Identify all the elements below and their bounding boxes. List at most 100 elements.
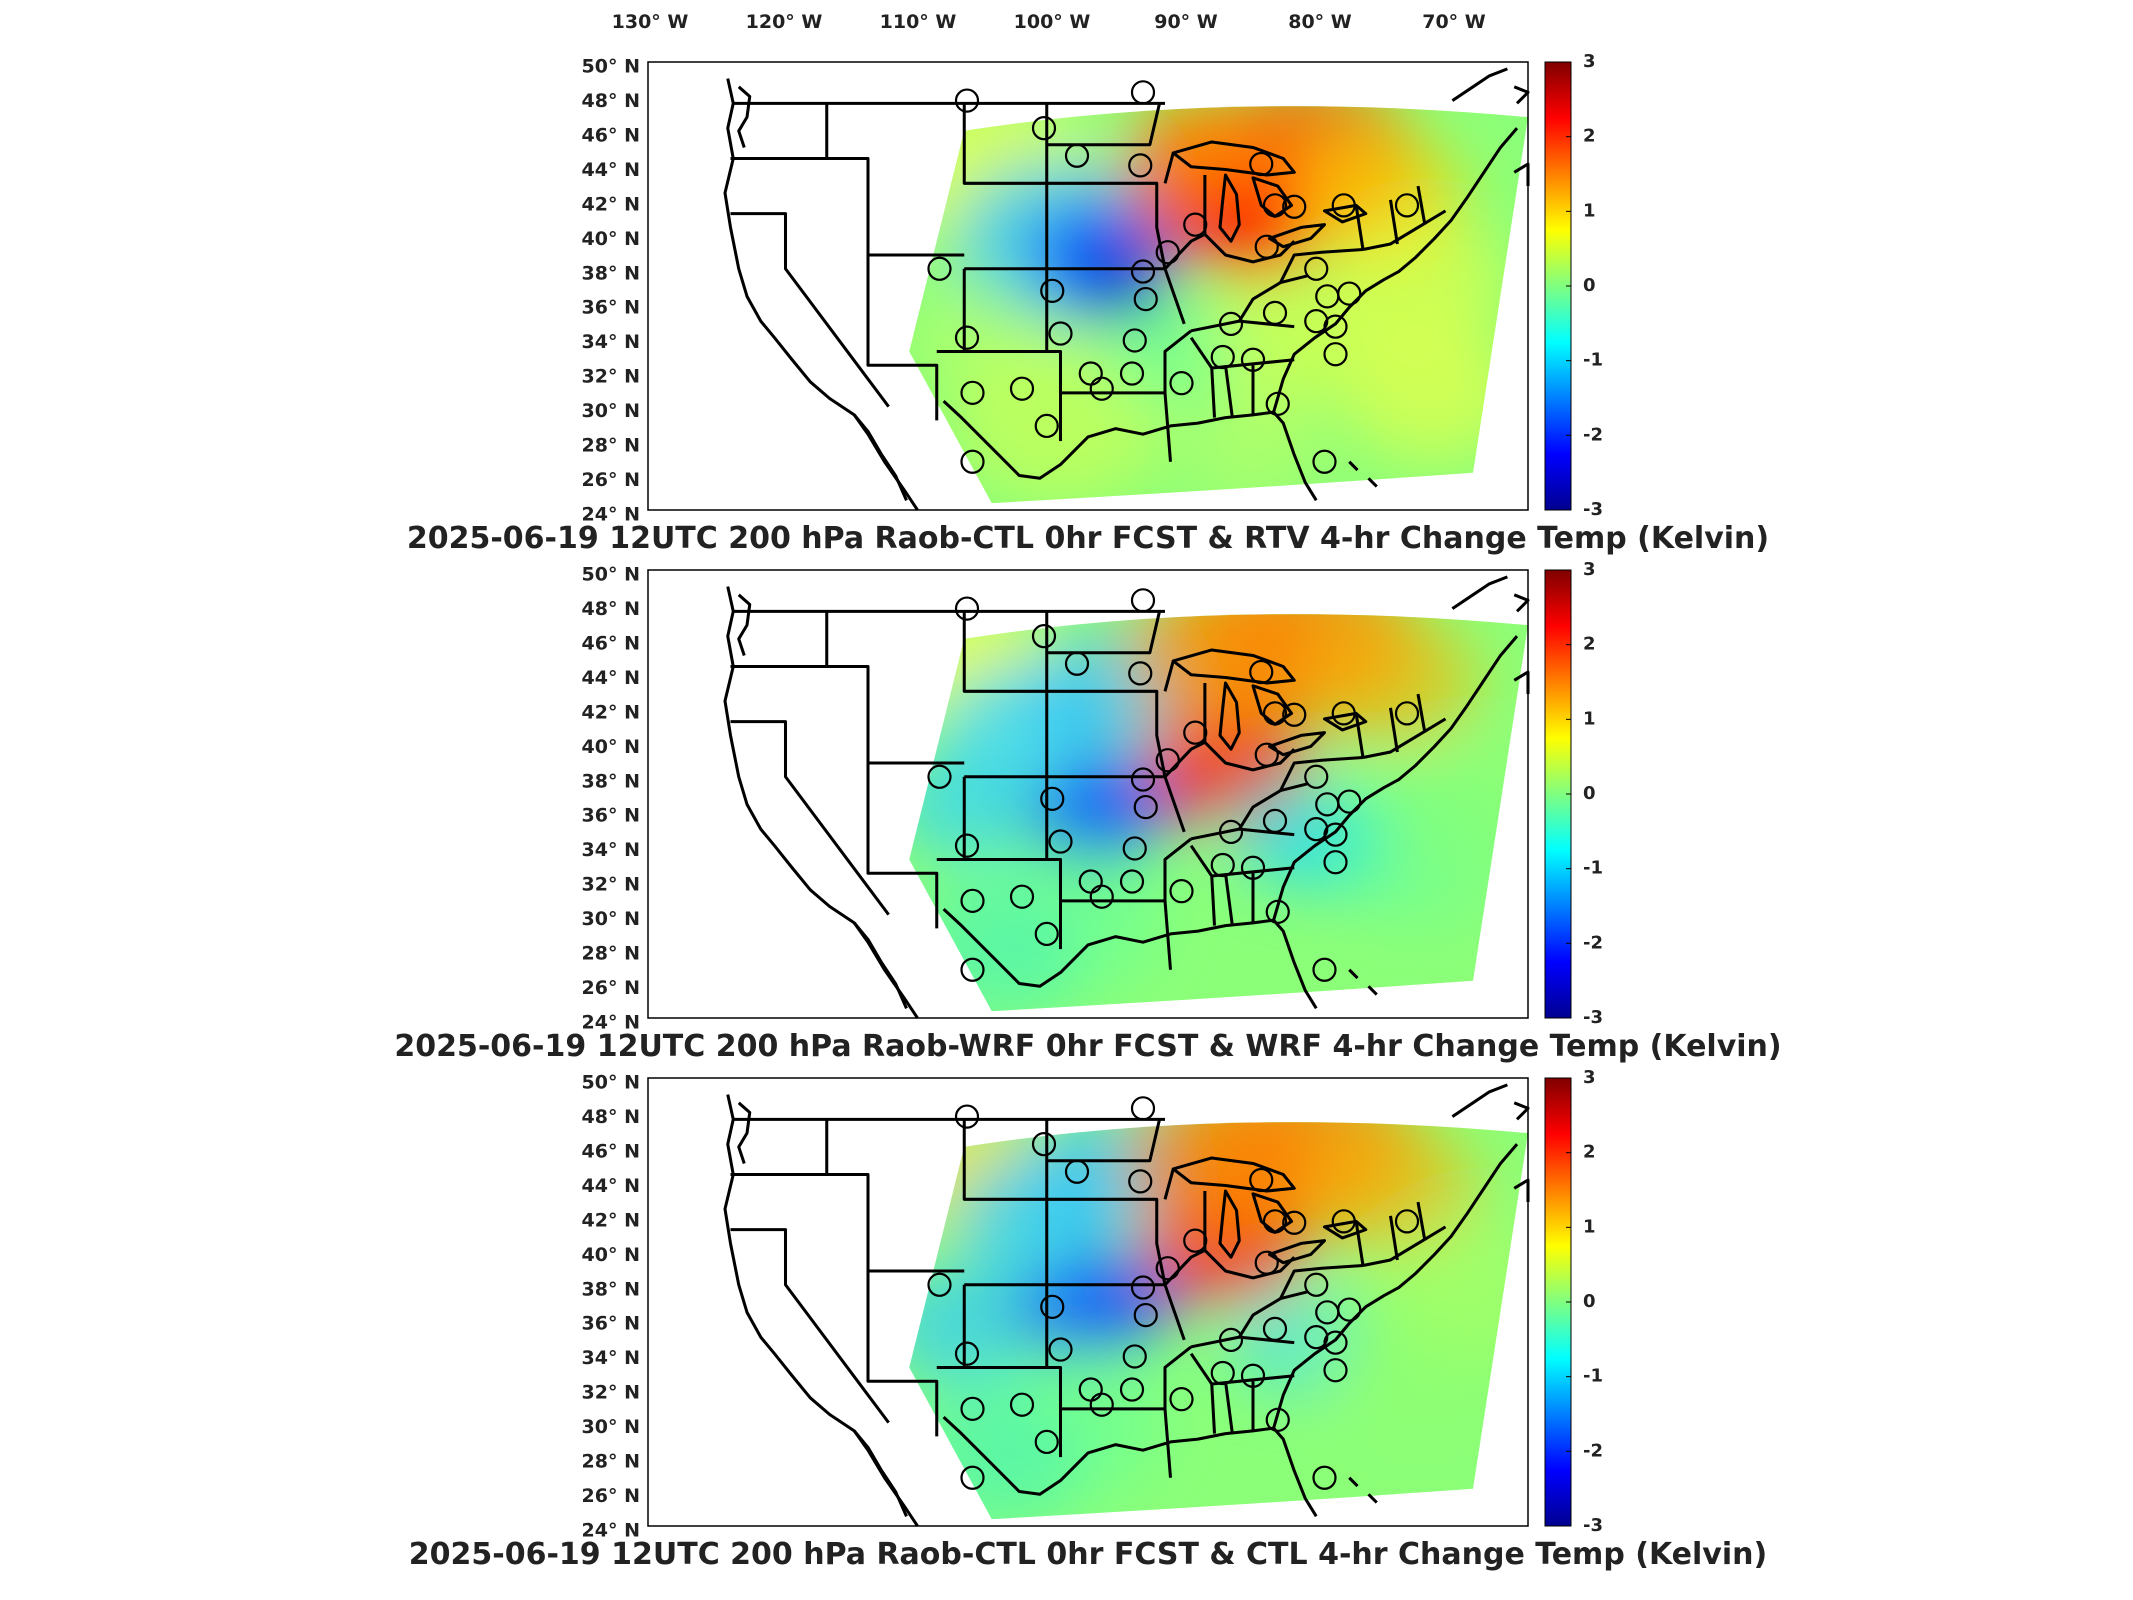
raob-station-marker	[1169, 879, 1194, 904]
lat-tick-label: 44° N	[582, 1175, 640, 1197]
lat-tick-label: 36° N	[582, 805, 640, 827]
raob-station-marker	[1128, 661, 1153, 686]
raob-station-marker	[1210, 1360, 1235, 1386]
colorbar-tick-label: 3	[1583, 51, 1596, 72]
raob-station-marker	[1331, 193, 1356, 218]
raob-station-marker	[960, 957, 985, 982]
raob-station-marker	[1262, 1316, 1288, 1342]
raob-station-marker	[1304, 309, 1329, 334]
raob-station-marker	[1155, 748, 1180, 773]
lat-tick-label: 38° N	[582, 262, 640, 284]
colorbar-tick-label: 3	[1583, 559, 1596, 580]
lat-tick-label: 46° N	[582, 1140, 640, 1162]
colorbar-tick-label: 0	[1583, 1291, 1596, 1312]
colorbar-tick-label: 0	[1583, 783, 1596, 804]
lat-tick-label: 38° N	[582, 770, 640, 792]
raob-station-marker	[1304, 817, 1329, 842]
lat-tick-label: 34° N	[582, 839, 640, 861]
raob-station-marker	[1331, 1209, 1356, 1234]
raob-station-marker	[1128, 153, 1153, 178]
raob-station-marker	[960, 1396, 985, 1421]
raob-station-marker	[1304, 1325, 1329, 1350]
raob-station-marker	[1009, 1392, 1035, 1417]
raob-station-marker	[1133, 1302, 1158, 1328]
lat-tick-label: 50° N	[582, 1072, 640, 1094]
lat-tick-label: 48° N	[582, 90, 640, 112]
raob-station-marker	[954, 596, 980, 621]
raob-station-marker	[1122, 1344, 1147, 1369]
lon-tick-label: 130° W	[612, 11, 689, 33]
lat-tick-label: 30° N	[582, 1416, 640, 1438]
raob-station-marker	[1048, 1337, 1073, 1362]
raob-station-marker	[954, 1341, 980, 1366]
lat-tick-label: 24° N	[582, 1012, 640, 1034]
colorbar-tick-label: 2	[1583, 634, 1596, 655]
lat-tick-label: 40° N	[582, 736, 640, 758]
raob-station-marker	[960, 888, 985, 913]
lat-tick-label: 50° N	[582, 564, 640, 586]
lat-tick-label: 42° N	[582, 193, 640, 215]
raob-station-marker	[1064, 651, 1090, 676]
raob-station-marker	[1323, 314, 1348, 339]
raob-station-marker	[1331, 701, 1356, 726]
raob-station-marker	[1304, 764, 1329, 789]
raob-station-marker	[1312, 449, 1337, 474]
raob-station-marker	[1048, 829, 1073, 854]
colorbar-tick-label: -1	[1583, 858, 1603, 879]
raob-station-marker	[1031, 116, 1057, 141]
raob-station-marker	[1122, 328, 1147, 353]
raob-station-marker	[1240, 1363, 1266, 1388]
raob-station-marker	[927, 256, 952, 281]
raob-station-marker	[1254, 742, 1279, 767]
lon-tick-label: 100° W	[1014, 11, 1091, 33]
raob-station-marker	[1240, 347, 1266, 372]
raob-station-marker	[1155, 240, 1180, 265]
raob-station-marker	[1249, 1167, 1274, 1193]
lat-tick-label: 36° N	[582, 1313, 640, 1335]
map-view	[723, 1083, 1530, 1527]
raob-station-marker	[1031, 624, 1057, 649]
lon-tick-label: 120° W	[746, 11, 823, 33]
raob-station-marker	[1262, 808, 1288, 834]
lon-tick-label: 70° W	[1422, 11, 1486, 33]
raob-station-marker	[1040, 1294, 1065, 1319]
lat-tick-label: 48° N	[582, 1106, 640, 1128]
lat-tick-label: 50° N	[582, 56, 640, 78]
raob-station-marker	[1119, 361, 1145, 386]
raob-station-marker	[1218, 819, 1244, 845]
raob-station-marker	[1249, 659, 1274, 685]
raob-station-marker	[1133, 794, 1158, 820]
raob-station-marker	[1394, 1209, 1420, 1234]
lat-tick-label: 40° N	[582, 228, 640, 250]
raob-station-marker	[1034, 921, 1059, 947]
raob-station-marker	[1130, 1275, 1156, 1300]
raob-station-marker	[1031, 1132, 1057, 1157]
raob-station-marker	[1183, 720, 1208, 745]
lat-tick-label: 32° N	[582, 366, 640, 388]
raob-station-marker	[954, 833, 980, 858]
raob-station-marker	[1262, 300, 1288, 326]
colorbar-tick-label: -3	[1583, 1515, 1603, 1536]
lat-tick-label: 40° N	[582, 1244, 640, 1266]
raob-station-marker	[1133, 286, 1158, 312]
map-view	[723, 67, 1530, 511]
raob-station-marker	[927, 1272, 952, 1297]
colorbar-tick-label: 2	[1583, 126, 1596, 147]
lat-tick-label: 34° N	[582, 1347, 640, 1369]
raob-station-marker	[1130, 767, 1156, 792]
raob-station-marker	[954, 1104, 980, 1129]
raob-station-marker	[1254, 1250, 1279, 1275]
lat-tick-label: 26° N	[582, 469, 640, 491]
raob-station-marker	[1262, 1209, 1288, 1234]
lat-tick-label: 42° N	[582, 1209, 640, 1231]
lat-tick-label: 48° N	[582, 598, 640, 620]
map-panel-3: 50° N 48° N 46° N 44° N 42° N 40° N 38° N 36° N…	[409, 1067, 1767, 1572]
raob-station-marker	[1337, 789, 1362, 814]
colorbar-tick-label: 1	[1583, 1216, 1596, 1237]
raob-station-marker	[1394, 701, 1420, 726]
raob-station-marker	[1155, 1256, 1180, 1281]
raob-station-marker	[1034, 1429, 1059, 1455]
raob-station-marker	[1130, 259, 1156, 284]
map-frame	[647, 569, 1529, 1019]
raob-station-marker	[1034, 413, 1059, 439]
